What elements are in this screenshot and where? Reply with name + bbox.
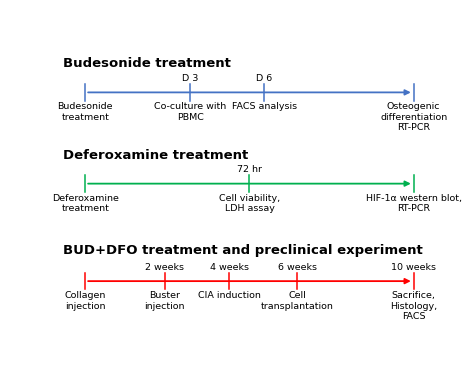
- Text: Buster
injection: Buster injection: [144, 291, 185, 311]
- Text: Deferoxamine treatment: Deferoxamine treatment: [63, 149, 248, 162]
- Text: 10 weeks: 10 weeks: [391, 262, 436, 272]
- Text: Budesonide treatment: Budesonide treatment: [63, 56, 231, 69]
- Text: D 6: D 6: [256, 74, 272, 83]
- Text: 2 weeks: 2 weeks: [145, 262, 184, 272]
- Text: 72 hr: 72 hr: [237, 165, 262, 174]
- Text: FACS analysis: FACS analysis: [232, 103, 297, 112]
- Text: HIF-1α western blot,
RT-PCR: HIF-1α western blot, RT-PCR: [366, 194, 462, 213]
- Text: Budesonide
treatment: Budesonide treatment: [58, 103, 113, 122]
- Text: CIA induction: CIA induction: [198, 291, 261, 300]
- Text: D 3: D 3: [182, 74, 198, 83]
- Text: Sacrifice,
Histology,
FACS: Sacrifice, Histology, FACS: [390, 291, 437, 321]
- Text: BUD+DFO treatment and preclinical experiment: BUD+DFO treatment and preclinical experi…: [63, 244, 423, 257]
- Text: Cell
transplantation: Cell transplantation: [261, 291, 334, 311]
- Text: Cell viability,
LDH assay: Cell viability, LDH assay: [219, 194, 280, 213]
- Text: 4 weeks: 4 weeks: [210, 262, 248, 272]
- Text: Collagen
injection: Collagen injection: [65, 291, 106, 311]
- Text: 6 weeks: 6 weeks: [278, 262, 317, 272]
- Text: Osteogenic
differentiation
RT-PCR: Osteogenic differentiation RT-PCR: [380, 103, 447, 132]
- Text: Deferoxamine
treatment: Deferoxamine treatment: [52, 194, 119, 213]
- Text: Co-culture with
PBMC: Co-culture with PBMC: [154, 103, 227, 122]
